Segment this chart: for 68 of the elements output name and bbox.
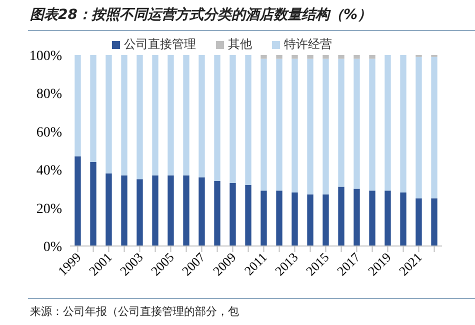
bar (121, 55, 128, 176)
bar (354, 188, 360, 246)
bar (260, 58, 267, 191)
bar (322, 58, 329, 194)
bar (168, 55, 174, 176)
bar (198, 177, 205, 246)
bar (292, 192, 298, 246)
bar (354, 58, 360, 189)
bar (106, 55, 112, 174)
bar (416, 56, 422, 198)
bar (307, 55, 314, 59)
legend-label: 特许经营 (284, 37, 332, 51)
bar (214, 55, 220, 182)
bar (245, 184, 252, 246)
bar (400, 192, 406, 246)
chart-title: 图表28：按照不同运营方式分类的酒店数量结构（%） (30, 6, 372, 24)
bar (292, 58, 298, 193)
bar (338, 55, 344, 59)
bar (90, 162, 96, 246)
y-tick-label: 40% (36, 164, 62, 179)
bar (384, 190, 391, 246)
bar (307, 58, 314, 194)
bar (338, 186, 344, 246)
bar (183, 55, 190, 176)
bar (74, 55, 81, 156)
bar (136, 55, 143, 180)
bar (230, 55, 236, 183)
source-note: 来源：公司年报（公司直接管理的部分，包 (30, 304, 239, 319)
x-tick-label: 2011 (241, 250, 270, 278)
y-tick-label: 0% (43, 240, 62, 255)
bar (90, 55, 96, 162)
bar (307, 194, 314, 246)
bar (183, 175, 190, 246)
bar (338, 58, 344, 187)
bar (369, 55, 376, 59)
bar (74, 156, 81, 246)
legend-label: 公司直接管理 (124, 37, 196, 51)
bar (384, 55, 391, 191)
bar (416, 198, 422, 246)
bar (106, 173, 112, 246)
bar (214, 181, 220, 246)
bar (152, 55, 158, 176)
bar (245, 55, 252, 185)
y-tick-label: 20% (36, 202, 62, 217)
y-tick-label: 80% (36, 87, 62, 102)
y-tick-label: 60% (36, 125, 62, 140)
bar (136, 179, 143, 246)
bar (168, 175, 174, 246)
bar (276, 55, 282, 59)
bar (198, 55, 205, 178)
legend-label: 其他 (228, 37, 252, 51)
bar (292, 55, 298, 59)
bar (260, 190, 267, 246)
bar (276, 190, 282, 246)
y-tick-label: 100% (29, 48, 62, 64)
bar (431, 198, 438, 246)
bar (260, 55, 267, 59)
bar (230, 182, 236, 246)
bar (354, 55, 360, 59)
bar (322, 194, 329, 246)
bar (400, 55, 406, 193)
bar (322, 55, 329, 59)
bar (152, 175, 158, 246)
bar (431, 56, 438, 198)
bar (369, 58, 376, 191)
bar (121, 175, 128, 246)
bar (369, 190, 376, 246)
bar (276, 58, 282, 191)
